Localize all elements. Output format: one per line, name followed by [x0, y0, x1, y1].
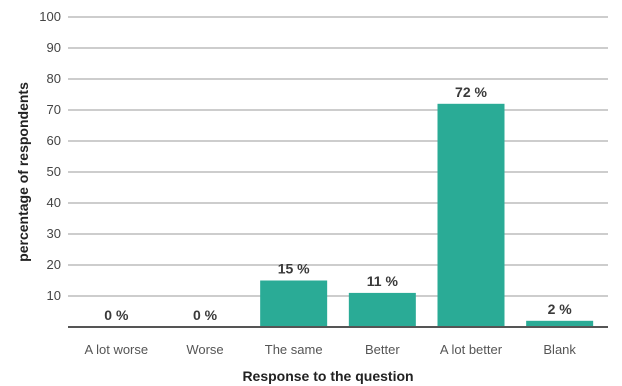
y-axis-ticks: 10 20 30 40 50 60 70 80 90 100 — [39, 9, 61, 303]
x-category-label: Better — [365, 342, 400, 357]
y-tick-label: 20 — [47, 257, 61, 272]
bar — [437, 103, 505, 327]
y-tick-label: 30 — [47, 226, 61, 241]
data-label: 15 % — [278, 261, 310, 277]
bar — [348, 292, 416, 327]
gridlines — [68, 16, 608, 297]
bar — [526, 320, 594, 327]
y-tick-label: 40 — [47, 195, 61, 210]
y-tick-label: 50 — [47, 164, 61, 179]
data-label: 11 % — [367, 273, 399, 289]
x-axis-categories: A lot worse Worse The same Better A lot bett… — [85, 342, 577, 357]
x-category-label: Worse — [186, 342, 223, 357]
data-label: 72 % — [455, 84, 487, 100]
x-category-label: Blank — [543, 342, 576, 357]
data-label: 0 % — [104, 307, 129, 323]
bars — [260, 103, 594, 327]
y-tick-label: 90 — [47, 40, 61, 55]
y-tick-label: 100 — [39, 9, 61, 24]
y-tick-label: 80 — [47, 71, 61, 86]
x-category-label: The same — [265, 342, 323, 357]
data-label: 0 % — [193, 307, 218, 323]
data-label: 2 % — [548, 301, 573, 317]
data-labels: 0 % 0 % 15 % 11 % 72 % 2 % — [104, 84, 572, 323]
x-category-label: A lot worse — [85, 342, 149, 357]
bar — [260, 280, 328, 327]
y-axis-title: percentage of respondents — [15, 82, 31, 262]
y-tick-label: 60 — [47, 133, 61, 148]
x-category-label: A lot better — [440, 342, 503, 357]
y-tick-label: 10 — [47, 288, 61, 303]
x-axis-title: Response to the question — [242, 368, 413, 384]
y-tick-label: 70 — [47, 102, 61, 117]
